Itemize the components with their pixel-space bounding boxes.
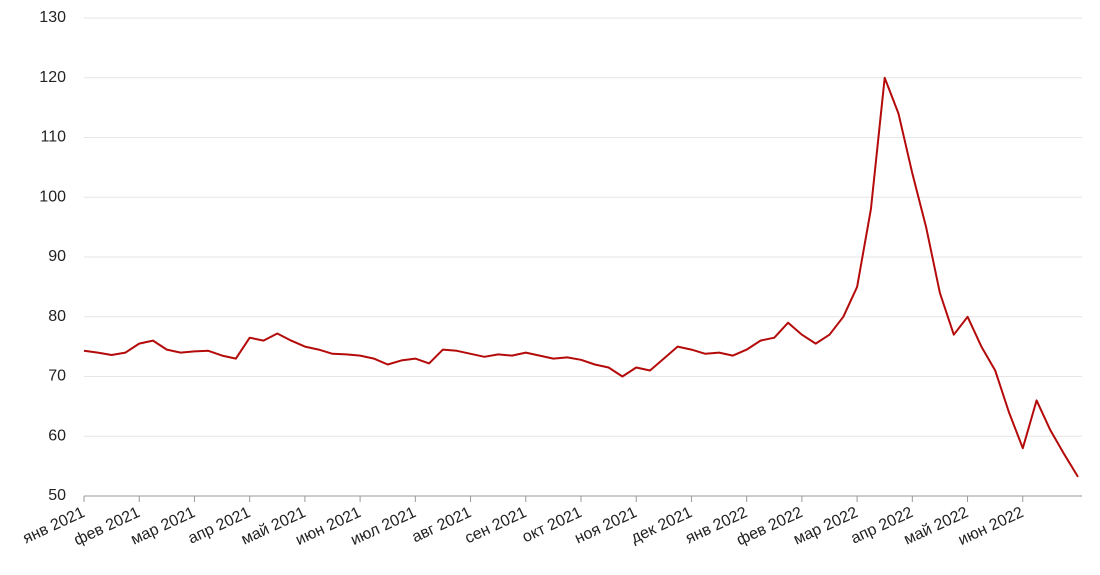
- line-series: [83, 76, 1079, 478]
- y-tick-label: 60: [48, 427, 66, 444]
- y-tick-label: 100: [39, 188, 66, 205]
- x-tick-label: ноя 2021: [572, 504, 639, 548]
- y-tick-label: 130: [39, 9, 66, 26]
- x-tick-label: авг 2021: [409, 504, 474, 546]
- y-tick-label: 80: [48, 308, 66, 325]
- x-tick-label: дек 2021: [629, 504, 695, 547]
- y-tick-label: 70: [48, 368, 66, 385]
- y-tick-label: 90: [48, 248, 66, 265]
- y-tick-label: 50: [48, 487, 66, 504]
- y-tick-label: 120: [39, 69, 66, 86]
- x-tick-label: мар 2021: [128, 504, 198, 549]
- x-tick-label: окт 2021: [520, 504, 585, 546]
- x-tick-label: сен 2021: [462, 504, 529, 547]
- y-tick-label: 110: [40, 129, 66, 146]
- x-tick-label: мар 2022: [791, 504, 861, 549]
